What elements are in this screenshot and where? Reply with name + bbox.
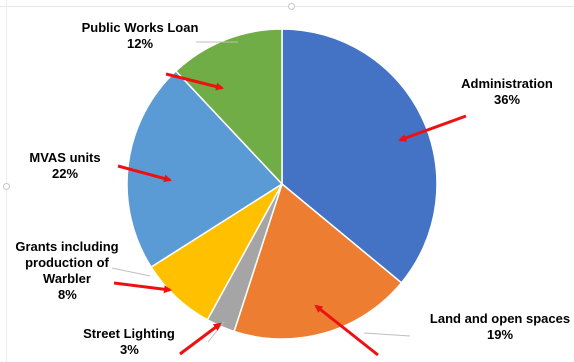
slice-label-administration: Administration 36%	[452, 76, 562, 108]
slice-percent: 19%	[420, 327, 574, 343]
slice-name: Public Works Loan	[70, 20, 210, 36]
slice-name: Land and open spaces	[420, 311, 574, 327]
slice-name-line: Warbler	[2, 271, 132, 287]
slice-name: Administration	[452, 76, 562, 92]
leader-line	[364, 333, 410, 336]
slice-percent: 12%	[70, 36, 210, 52]
slice-label-land-open-spaces: Land and open spaces 19%	[420, 311, 574, 343]
slice-name: MVAS units	[10, 150, 120, 166]
slice-label-street-lighting: Street Lighting 3%	[74, 326, 184, 358]
slice-percent: 3%	[74, 342, 184, 358]
slice-name-line: Grants including	[2, 239, 132, 255]
slice-percent: 22%	[10, 166, 120, 182]
slice-label-mvas-units: MVAS units 22%	[10, 150, 120, 182]
annotation-arrow	[180, 324, 220, 354]
slice-percent: 36%	[452, 92, 562, 108]
slice-label-public-works-loan: Public Works Loan 12%	[70, 20, 210, 52]
slice-name-line: production of	[2, 255, 132, 271]
slice-name: Street Lighting	[74, 326, 184, 342]
slice-percent: 8%	[2, 287, 132, 303]
slice-label-grants: Grants including production of Warbler 8…	[2, 239, 132, 303]
